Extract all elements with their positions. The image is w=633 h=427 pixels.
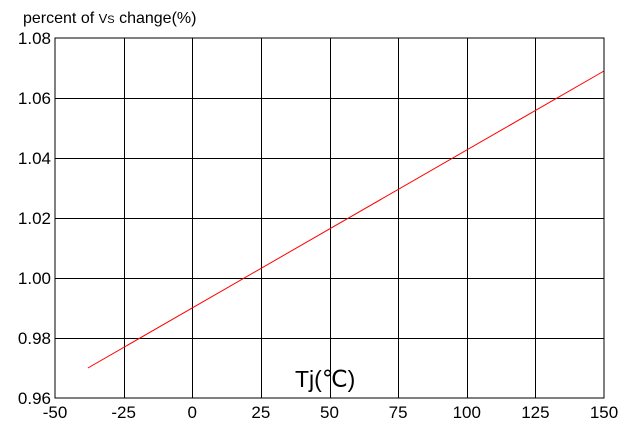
y-axis-label-suffix: change(%): [115, 10, 197, 27]
y-axis-label-symbol: V: [99, 11, 108, 26]
series-line: [87, 70, 605, 369]
x-tick-label: 100: [453, 403, 481, 422]
y-tick-label: 1.06: [18, 89, 51, 108]
x-tick-label: -50: [43, 403, 68, 422]
x-tick-label: 75: [389, 403, 408, 422]
y-tick-label: 0.98: [18, 329, 51, 348]
x-tick-label: 50: [320, 403, 339, 422]
grid: [55, 38, 604, 398]
y-tick-label: 1.02: [18, 209, 51, 228]
y-axis-label: percent of VS change(%): [23, 10, 196, 27]
y-axis-label-subscript: S: [107, 14, 114, 26]
x-tick-label: 0: [188, 403, 197, 422]
y-tick-label: 1.00: [18, 269, 51, 288]
x-tick-label: 125: [521, 403, 549, 422]
tick-labels: -50 -25 0 25 50 75 100 125 150 0.96 0.98 1.00 1.02 1.…: [18, 29, 618, 422]
x-tick-label: -25: [111, 403, 136, 422]
x-tick-label: 150: [590, 403, 618, 422]
series-layer: [87, 70, 605, 369]
y-tick-label: 1.04: [18, 149, 51, 168]
y-tick-label: 0.96: [18, 389, 51, 408]
x-tick-label: 25: [251, 403, 270, 422]
x-axis-label: Tj(℃): [295, 366, 355, 392]
y-tick-label: 1.08: [18, 29, 51, 48]
y-axis-label-prefix: percent of: [23, 10, 99, 27]
plot-frame: [54, 37, 605, 399]
